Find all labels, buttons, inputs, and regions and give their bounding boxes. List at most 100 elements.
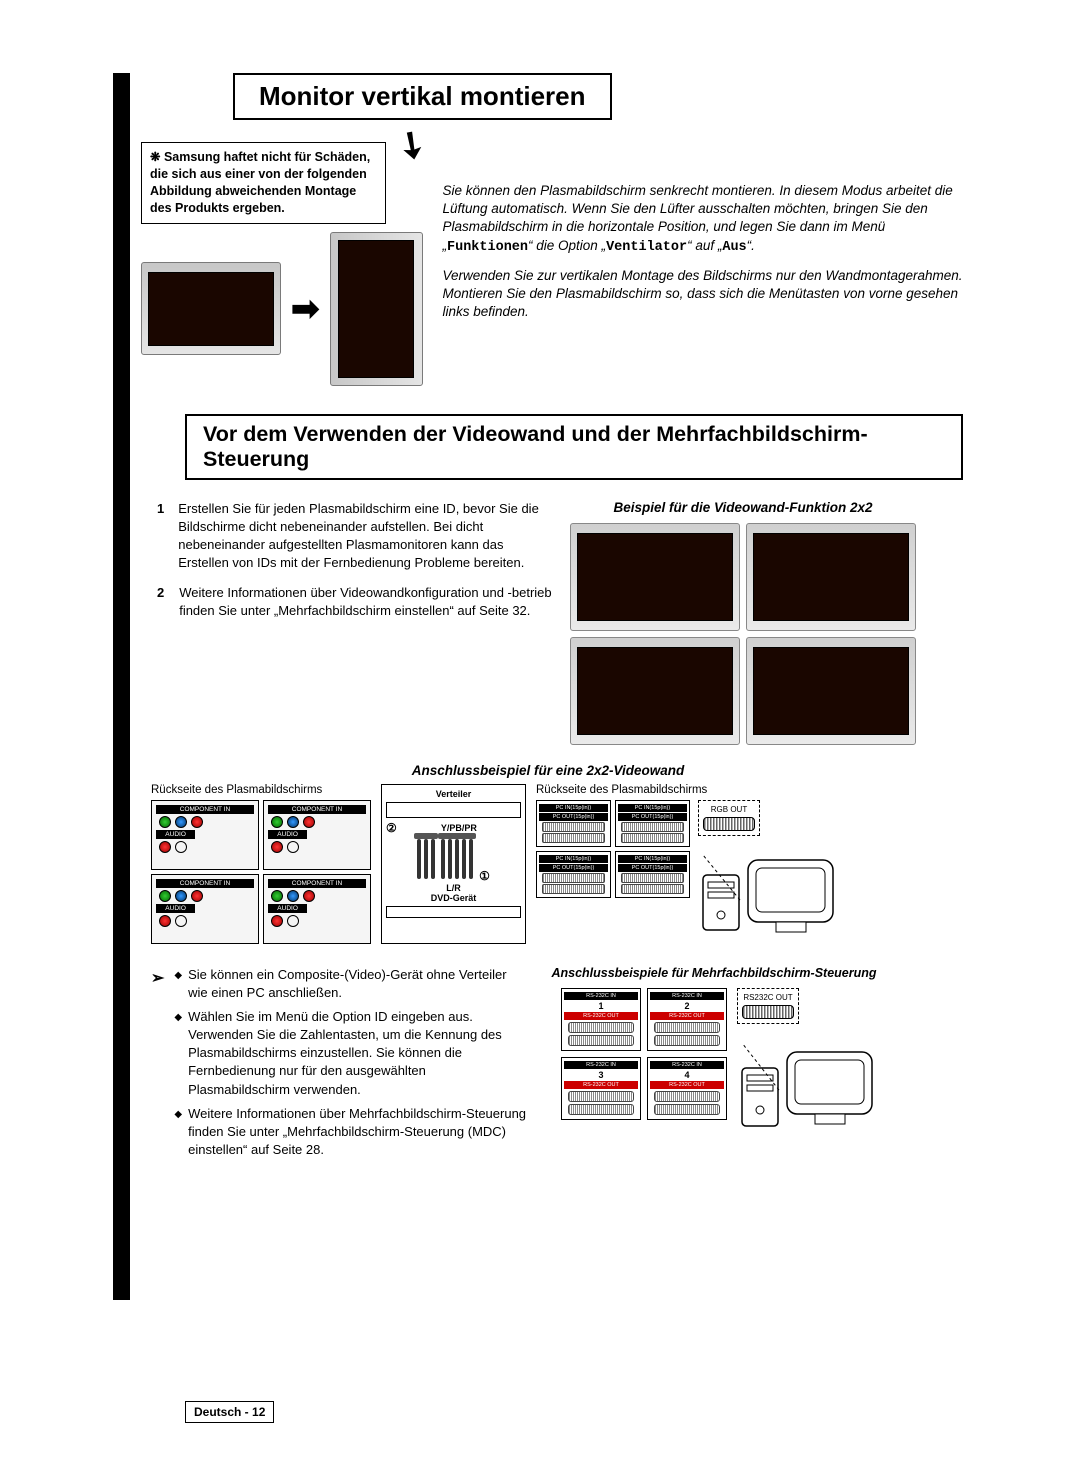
instr-aus: Aus bbox=[722, 240, 746, 255]
serial-port-icon bbox=[568, 1035, 634, 1046]
circ-1: ① bbox=[479, 869, 490, 883]
audio-label: AUDIO bbox=[268, 904, 307, 913]
rs232c-out-box: RS232C OUT bbox=[737, 988, 799, 1024]
verteiler-label: Verteiler bbox=[436, 789, 472, 799]
connection-diagram-row: Rückseite des Plasmabildschirms COMPONEN… bbox=[151, 784, 963, 944]
component-panel: COMPONENT IN AUDIO bbox=[263, 874, 371, 944]
jack-icon bbox=[159, 890, 171, 902]
rs232c-port-icon bbox=[742, 1005, 794, 1019]
component-in-label: COMPONENT IN bbox=[268, 805, 366, 814]
jack-icon bbox=[303, 890, 315, 902]
bullet-item: Sie können ein Composite-(Video)-Gerät o… bbox=[174, 966, 529, 1002]
instr-funktionen: Funktionen bbox=[447, 240, 528, 255]
back-label-1: Rückseite des Plasmabildschirms bbox=[151, 784, 371, 796]
serial-port-icon bbox=[654, 1091, 720, 1102]
rsin-label: RS-232C IN bbox=[564, 1061, 638, 1069]
bullet-arrowhead-icon: ➢ bbox=[151, 968, 164, 1166]
jack-icon bbox=[287, 890, 299, 902]
computer-icon-2 bbox=[737, 1028, 877, 1138]
vga-port-icon bbox=[621, 884, 684, 894]
videowall-grid bbox=[570, 523, 916, 745]
instr-ventilator: Ventilator bbox=[606, 240, 687, 255]
tv-vertical-icon bbox=[330, 232, 423, 386]
pcin-label: PC IN(15p(in)) bbox=[618, 804, 687, 812]
vga-port-icon bbox=[621, 873, 684, 883]
rs232-panel: RS-232C IN 3 RS-232C OUT bbox=[561, 1057, 641, 1120]
caption-videowall: Beispiel für die Videowand-Funktion 2x2 bbox=[570, 500, 916, 515]
rsout-label: RS-232C OUT bbox=[564, 1081, 638, 1089]
bullet-text: Wählen Sie im Menü die Option ID eingebe… bbox=[188, 1008, 529, 1099]
component-in-label: COMPONENT IN bbox=[156, 879, 254, 888]
rs232-panel: RS-232C IN 4 RS-232C OUT bbox=[647, 1057, 727, 1120]
serial-port-icon bbox=[654, 1022, 720, 1033]
vga-port-icon bbox=[542, 873, 605, 883]
jack-icon bbox=[191, 816, 203, 828]
caption-mdc: Anschlussbeispiele für Mehrfachbildschir… bbox=[551, 966, 877, 980]
serial-port-icon bbox=[654, 1035, 720, 1046]
rotation-figure: ➘ ➡ bbox=[141, 232, 423, 386]
ypbpr-label: Y/PB/PR bbox=[441, 823, 477, 833]
pcin-label: PC IN(15p(in)) bbox=[539, 804, 608, 812]
rs232-panel-grid: RS-232C IN 1 RS-232C OUT RS-232C IN 2 RS… bbox=[561, 988, 727, 1120]
bullet-list: ➢ Sie können ein Composite-(Video)-Gerät… bbox=[151, 966, 529, 1166]
bullet-ul: Sie können ein Composite-(Video)-Gerät o… bbox=[174, 966, 529, 1166]
rs-id: 1 bbox=[564, 1001, 638, 1011]
pcout-label: PC OUT(15p(in)) bbox=[539, 813, 608, 821]
vga-port-icon bbox=[542, 884, 605, 894]
jack-icon bbox=[175, 915, 187, 927]
vw-screen-2 bbox=[746, 523, 916, 631]
component-panel: COMPONENT IN AUDIO bbox=[151, 874, 259, 944]
jack-icon bbox=[287, 816, 299, 828]
pc-panel: PC IN(15p(in)) PC OUT(15p(in)) bbox=[615, 800, 690, 847]
title-box-2: Vor dem Verwenden der Videowand und der … bbox=[185, 414, 963, 480]
step-item: 1Erstellen Sie für jeden Plasmabildschir… bbox=[157, 500, 552, 573]
bottom-row: ➢ Sie können ein Composite-(Video)-Gerät… bbox=[151, 966, 963, 1166]
rsout-label: RS-232C OUT bbox=[650, 1081, 724, 1089]
rs232-panel: RS-232C IN 2 RS-232C OUT bbox=[647, 988, 727, 1051]
jack-icon bbox=[159, 841, 171, 853]
step-number: 2 bbox=[157, 584, 165, 620]
bullet-item: Wählen Sie im Menü die Option ID eingebe… bbox=[174, 1008, 529, 1099]
arrow-right-icon: ➡ bbox=[291, 289, 320, 329]
serial-port-icon bbox=[568, 1022, 634, 1033]
component-panel-grid: COMPONENT IN AUDIO COMPONENT IN AUDIO CO… bbox=[151, 800, 371, 944]
cable-bundle-1 bbox=[417, 839, 435, 879]
pc-panel-grid: PC IN(15p(in)) PC OUT(15p(in)) PC IN(15p… bbox=[536, 800, 690, 898]
component-panel: COMPONENT IN AUDIO bbox=[151, 800, 259, 870]
circ-2: ② bbox=[386, 821, 397, 835]
component-in-label: COMPONENT IN bbox=[268, 879, 366, 888]
caption-connection: Anschlussbeispiel für eine 2x2-Videowand bbox=[133, 763, 963, 778]
jack-icon bbox=[271, 890, 283, 902]
mdc-pc-block: RS232C OUT bbox=[737, 988, 877, 1143]
instruction-text: Sie können den Plasmabildschirm senkrech… bbox=[443, 182, 964, 386]
section-videowall: 1Erstellen Sie für jeden Plasmabildschir… bbox=[133, 500, 963, 745]
instr-1c: “ die Option „ bbox=[528, 238, 606, 253]
pcout-label: PC OUT(15p(in)) bbox=[618, 864, 687, 872]
heading-1: Monitor vertikal montieren bbox=[259, 81, 586, 112]
rs-id: 2 bbox=[650, 1001, 724, 1011]
jack-icon bbox=[303, 816, 315, 828]
bullet-text: Weitere Informationen über Mehrfachbilds… bbox=[188, 1105, 529, 1160]
vga-port-icon bbox=[542, 822, 605, 832]
jack-icon bbox=[287, 915, 299, 927]
instr-p2: Verwenden Sie zur vertikalen Montage des… bbox=[443, 267, 964, 322]
instr-1g: “. bbox=[747, 238, 755, 253]
serial-port-icon bbox=[568, 1104, 634, 1115]
rs232-panel: RS-232C IN 1 RS-232C OUT bbox=[561, 988, 641, 1051]
dvd-device-icon bbox=[386, 906, 521, 918]
step-item: 2Weitere Informationen über Videowandkon… bbox=[157, 584, 552, 620]
videowall-example: Beispiel für die Videowand-Funktion 2x2 bbox=[570, 500, 916, 745]
pcout-label: PC OUT(15p(in)) bbox=[618, 813, 687, 821]
audio-label: AUDIO bbox=[156, 904, 195, 913]
cable-bundle-2 bbox=[441, 839, 473, 879]
rotate-arrow-icon: ➘ bbox=[388, 119, 437, 171]
step-text: Erstellen Sie für jeden Plasmabildschirm… bbox=[178, 500, 552, 573]
rsin-label: RS-232C IN bbox=[564, 992, 638, 1000]
warning-box: ❋ Samsung haftet nicht für Schäden, die … bbox=[141, 142, 386, 224]
step-number: 1 bbox=[157, 500, 164, 573]
page-footer: Deutsch - 12 bbox=[185, 1401, 274, 1423]
bullet-text: Sie können ein Composite-(Video)-Gerät o… bbox=[188, 966, 529, 1002]
rsout-label: RS-232C OUT bbox=[650, 1012, 724, 1020]
pc-side: Rückseite des Plasmabildschirms PC IN(15… bbox=[536, 784, 838, 944]
mdc-side: Anschlussbeispiele für Mehrfachbildschir… bbox=[551, 966, 877, 1166]
